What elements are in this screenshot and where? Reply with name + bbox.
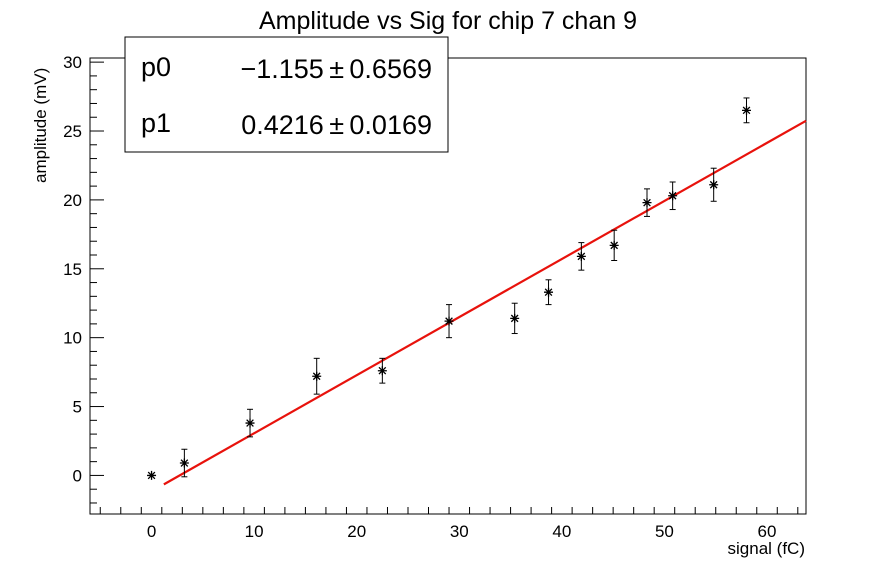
points-layer xyxy=(147,97,752,480)
data-point xyxy=(642,188,652,217)
y-tick-label: 25 xyxy=(63,122,82,141)
star-marker xyxy=(147,470,157,480)
y-tick-label: 10 xyxy=(63,329,82,348)
data-point xyxy=(668,181,678,211)
x-tick-label: 10 xyxy=(245,522,264,541)
data-point xyxy=(544,279,554,306)
star-marker xyxy=(668,191,678,201)
x-tick-label: 30 xyxy=(450,522,469,541)
fit-layer xyxy=(163,119,807,486)
y-tick-label: 0 xyxy=(73,466,82,485)
data-point xyxy=(377,357,387,384)
y-tick-label: 15 xyxy=(63,260,82,279)
stats-box: p0 −1.155 ± 0.6569 p1 0.4216 ± 0.0169 xyxy=(124,36,449,153)
chart-title: Amplitude vs Sig for chip 7 chan 9 xyxy=(259,7,637,35)
stats-box-frame xyxy=(124,36,449,153)
data-point xyxy=(245,408,255,438)
stats-p1-value: 0.4216 ± 0.0169 xyxy=(241,110,432,140)
star-marker xyxy=(377,366,387,376)
y-tick-label: 20 xyxy=(63,191,82,210)
data-point xyxy=(147,470,157,480)
y-axis: 0 5 10 15 20 25 30 xyxy=(63,53,104,504)
data-point xyxy=(444,304,454,339)
x-tick-label: 20 xyxy=(347,522,366,541)
y-tick-label: 30 xyxy=(63,53,82,72)
data-point xyxy=(742,97,752,124)
data-point xyxy=(709,167,719,202)
star-marker xyxy=(312,371,322,381)
star-marker xyxy=(544,287,554,297)
star-marker xyxy=(510,313,520,323)
star-marker xyxy=(742,105,752,115)
star-marker xyxy=(179,458,189,468)
star-marker xyxy=(609,240,619,250)
y-axis-label: amplitude (mV) xyxy=(31,68,50,183)
fit-line xyxy=(163,119,807,486)
data-point xyxy=(609,229,619,262)
stats-p1-name: p1 xyxy=(141,108,171,138)
star-marker xyxy=(444,316,454,326)
x-tick-label: 50 xyxy=(655,522,674,541)
data-point xyxy=(576,242,586,271)
data-point xyxy=(510,302,520,335)
data-point xyxy=(179,448,189,478)
x-tick-label: 60 xyxy=(758,522,777,541)
star-marker xyxy=(576,251,586,261)
star-marker xyxy=(245,418,255,428)
stats-p0-value: −1.155 ± 0.6569 xyxy=(240,54,432,84)
x-axis: 0 10 20 30 40 50 60 xyxy=(99,507,799,541)
y-tick-label: 5 xyxy=(73,398,82,417)
x-tick-label: 0 xyxy=(147,522,156,541)
stats-p0-name: p0 xyxy=(141,52,171,82)
star-marker xyxy=(642,198,652,208)
star-marker xyxy=(709,180,719,190)
x-axis-label: signal (fC) xyxy=(728,539,805,558)
x-tick-label: 40 xyxy=(552,522,571,541)
data-point xyxy=(312,357,322,395)
